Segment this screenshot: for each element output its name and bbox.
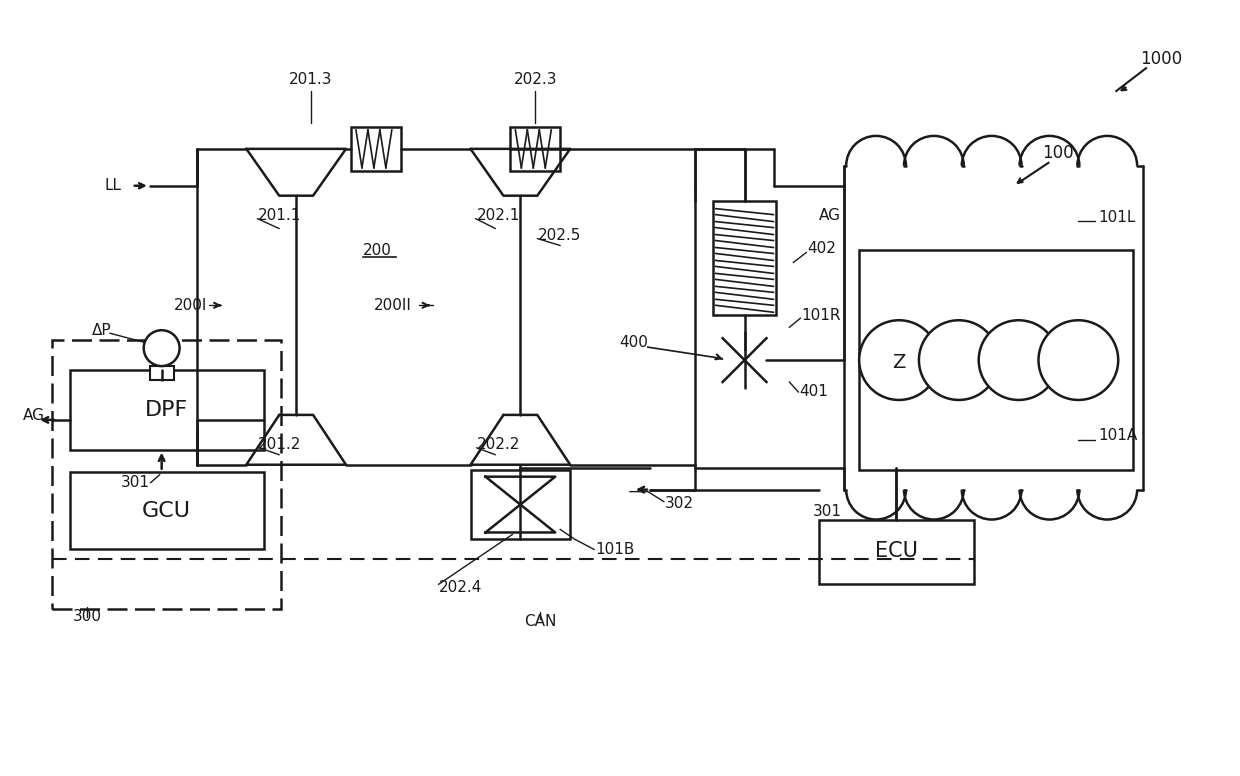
Text: GCU: GCU bbox=[143, 501, 191, 521]
Text: 202.3: 202.3 bbox=[513, 71, 557, 87]
Text: 200: 200 bbox=[363, 243, 392, 258]
Text: 202.2: 202.2 bbox=[476, 438, 520, 452]
Text: 301: 301 bbox=[813, 504, 842, 519]
Text: 400: 400 bbox=[619, 334, 647, 350]
Text: 301: 301 bbox=[120, 475, 150, 490]
Text: 401: 401 bbox=[800, 384, 828, 400]
Text: ECU: ECU bbox=[874, 542, 918, 561]
Text: 402: 402 bbox=[807, 241, 836, 256]
Text: AG: AG bbox=[24, 408, 45, 424]
Text: 201.3: 201.3 bbox=[289, 71, 332, 87]
Bar bbox=[511, 127, 560, 171]
Bar bbox=[713, 201, 776, 315]
Text: 202.1: 202.1 bbox=[476, 208, 520, 223]
Text: 201.1: 201.1 bbox=[258, 208, 301, 223]
Text: 200II: 200II bbox=[374, 298, 412, 313]
Circle shape bbox=[978, 320, 1059, 400]
Text: Z: Z bbox=[893, 352, 905, 372]
Text: 101R: 101R bbox=[801, 308, 841, 323]
Text: ΔP: ΔP bbox=[92, 323, 112, 338]
Text: 100: 100 bbox=[1043, 144, 1074, 162]
Text: 300: 300 bbox=[72, 608, 102, 624]
Circle shape bbox=[1038, 320, 1118, 400]
Text: 101A: 101A bbox=[1099, 428, 1137, 443]
Text: 101L: 101L bbox=[1099, 210, 1136, 225]
Text: 202.5: 202.5 bbox=[538, 228, 582, 243]
Text: 202.4: 202.4 bbox=[439, 580, 482, 594]
Bar bbox=[859, 251, 1133, 469]
Text: 201.2: 201.2 bbox=[258, 438, 301, 452]
Text: AG: AG bbox=[820, 208, 841, 223]
Text: LL: LL bbox=[105, 178, 122, 193]
Circle shape bbox=[144, 331, 180, 366]
Bar bbox=[820, 519, 973, 584]
Text: 1000: 1000 bbox=[1140, 50, 1182, 68]
Text: CAN: CAN bbox=[525, 614, 557, 629]
Bar bbox=[52, 340, 281, 609]
Text: DPF: DPF bbox=[145, 400, 188, 420]
Bar bbox=[69, 472, 264, 549]
Circle shape bbox=[919, 320, 998, 400]
Bar bbox=[150, 366, 174, 380]
Text: 302: 302 bbox=[665, 496, 694, 511]
Circle shape bbox=[859, 320, 939, 400]
Bar bbox=[470, 469, 570, 539]
Text: 101B: 101B bbox=[595, 542, 635, 557]
Bar bbox=[69, 370, 264, 450]
Text: 200I: 200I bbox=[174, 298, 207, 313]
Bar bbox=[351, 127, 401, 171]
